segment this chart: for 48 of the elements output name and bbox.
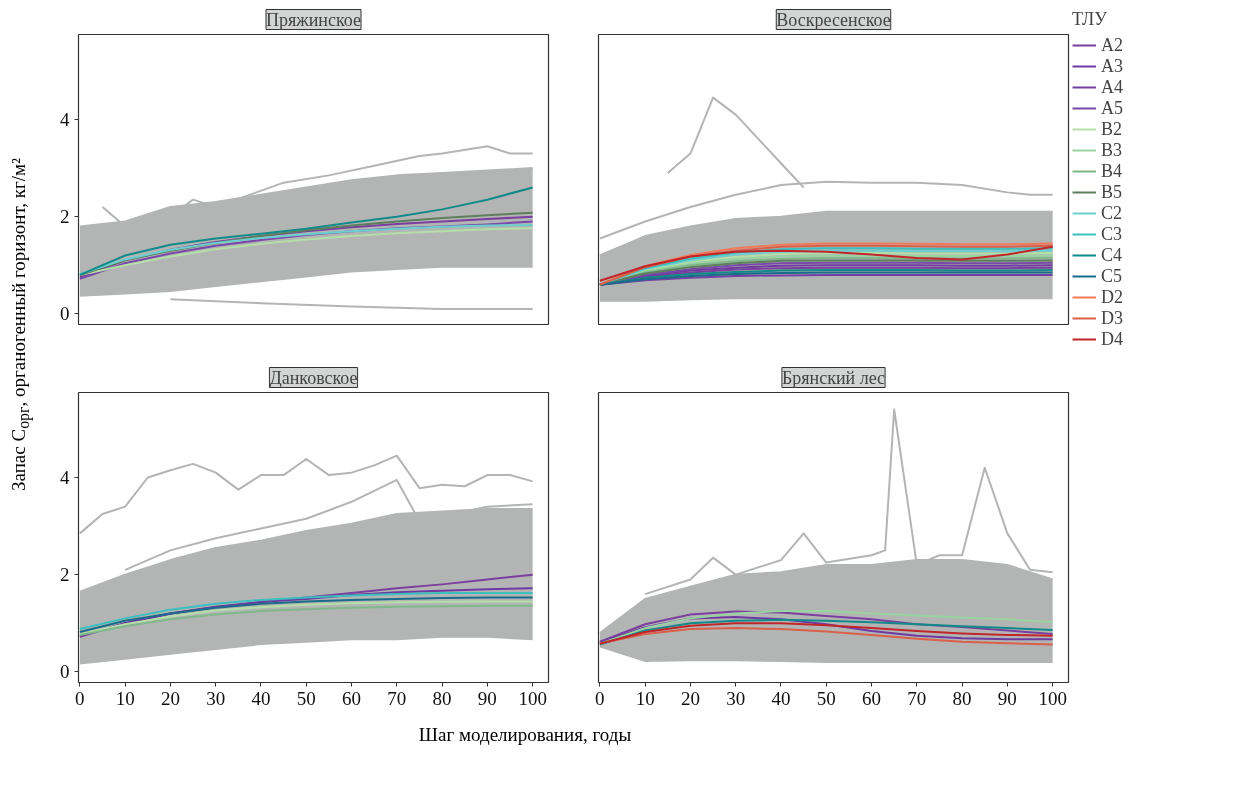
legend-label: B5 <box>1101 181 1123 203</box>
x-tick-label: 0 <box>75 687 85 709</box>
x-tick-label: 40 <box>251 687 271 709</box>
x-tick-label: 60 <box>342 687 362 709</box>
legend-label: A5 <box>1101 97 1124 119</box>
legend-label: B4 <box>1101 160 1123 182</box>
legend-label: B3 <box>1101 139 1123 161</box>
legend-label: D3 <box>1101 307 1124 329</box>
x-tick-label: 50 <box>296 687 316 709</box>
x-tick-label: 90 <box>477 687 497 709</box>
x-tick-label: 40 <box>771 687 791 709</box>
legend-label: D4 <box>1101 328 1124 350</box>
legend-label: B2 <box>1101 118 1123 140</box>
chart-title: Пряжинское <box>266 9 362 30</box>
y-tick-label: 2 <box>60 564 70 586</box>
x-tick-label: 30 <box>206 687 226 709</box>
x-tick-label: 100 <box>518 687 547 709</box>
x-tick-label: 70 <box>907 687 927 709</box>
x-tick-label: 70 <box>387 687 407 709</box>
x-tick-label: 20 <box>680 687 700 709</box>
chart-title: Воскресенское <box>776 9 891 30</box>
legend-label: D2 <box>1101 286 1124 308</box>
x-axis-title: Шаг моделирования, годы <box>417 723 633 747</box>
legend-label: C2 <box>1101 202 1123 224</box>
x-tick-label: 0 <box>595 687 605 709</box>
x-tick-label: 10 <box>635 687 655 709</box>
x-tick-label: 20 <box>160 687 180 709</box>
x-tick-label: 60 <box>862 687 882 709</box>
y-tick-label: 0 <box>60 303 70 325</box>
x-tick-label: 50 <box>816 687 836 709</box>
x-tick-label: 80 <box>432 687 452 709</box>
x-tick-label: 90 <box>997 687 1017 709</box>
x-tick-label: 80 <box>952 687 972 709</box>
legend-label: A3 <box>1101 55 1124 77</box>
legend-label: A2 <box>1101 34 1124 56</box>
y-tick-label: 2 <box>60 206 70 228</box>
x-tick-label: 10 <box>115 687 135 709</box>
x-tick-label: 30 <box>726 687 746 709</box>
legend-title: ТЛУ <box>1072 8 1109 30</box>
y-tick-label: 4 <box>60 109 70 131</box>
legend-label: A4 <box>1101 76 1124 98</box>
legend-label: C3 <box>1101 223 1123 245</box>
chart-title: Брянский лес <box>781 367 886 388</box>
legend-label: C5 <box>1101 265 1123 287</box>
y-tick-label: 4 <box>60 467 70 489</box>
x-tick-label: 100 <box>1038 687 1067 709</box>
y-tick-label: 0 <box>60 661 70 683</box>
legend-label: C4 <box>1101 244 1123 266</box>
